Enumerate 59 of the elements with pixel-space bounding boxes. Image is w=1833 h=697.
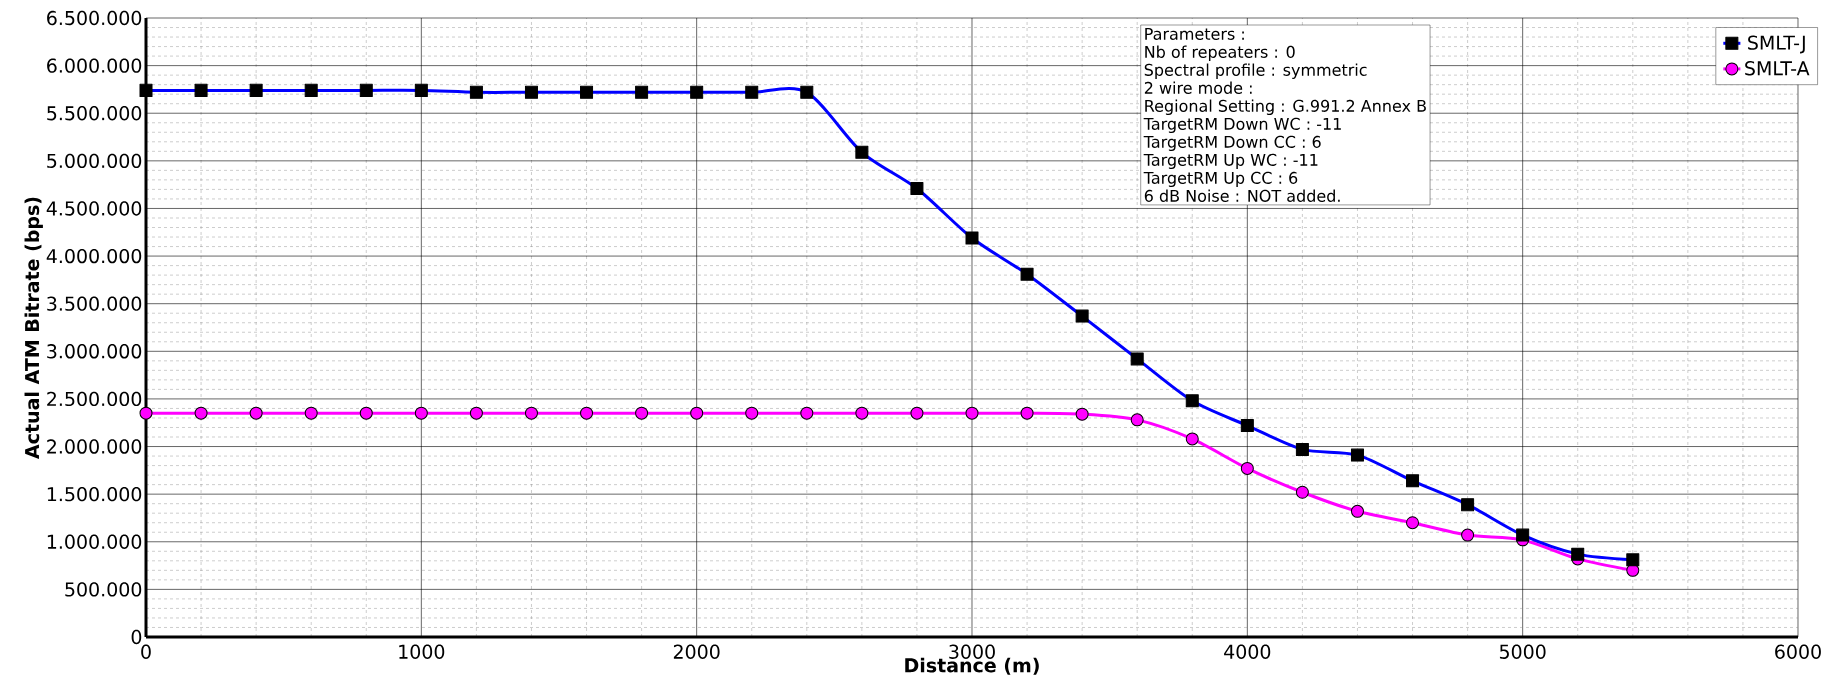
point <box>1185 432 1199 446</box>
x-tick-label: 2000 <box>673 644 720 659</box>
annotation: TargetRM Up WC : -11 <box>1143 153 1318 169</box>
point <box>1075 407 1089 421</box>
point <box>1130 413 1144 427</box>
point <box>1295 485 1309 499</box>
x-tick-label: 1000 <box>399 644 445 659</box>
point <box>1406 516 1420 530</box>
point <box>745 406 759 420</box>
point <box>965 406 979 420</box>
y-tick-label: 2.500.000 <box>47 391 142 407</box>
point <box>690 406 704 420</box>
annotation: 6 dB Noise : NOT added. <box>1144 189 1340 202</box>
annotation: TargetRM Down CC : 6 <box>1143 135 1321 151</box>
annotation: 2 wire mode : <box>1144 81 1252 94</box>
y-tick-label: 4.500.000 <box>46 201 142 216</box>
y-tick-label: 500.000 <box>65 582 142 597</box>
x-tick-label: 4000 <box>1224 644 1271 659</box>
point <box>469 406 483 420</box>
point <box>139 406 153 420</box>
point <box>359 406 373 420</box>
y-tick-label: 1.000.000 <box>47 534 142 549</box>
point <box>855 406 869 420</box>
point <box>194 406 208 420</box>
point <box>910 406 924 420</box>
x-tick-label: 6000 <box>1775 644 1821 659</box>
point <box>524 406 538 420</box>
point <box>1020 406 1034 420</box>
annotation: Spectral profile : symmetric <box>1144 63 1367 79</box>
point <box>414 406 428 420</box>
annotation: TargetRM Up CC : 6 <box>1143 171 1298 187</box>
point <box>635 406 649 420</box>
y-tick-label: 0 <box>131 629 142 645</box>
y-tick-label: 2.000.000 <box>47 439 142 454</box>
legend-label: SMLT-A <box>1745 61 1810 76</box>
point <box>249 406 263 420</box>
annotation: Nb of repeaters : 0 <box>1145 45 1295 61</box>
point <box>304 406 318 420</box>
x-tick-label: 5000 <box>1499 644 1546 659</box>
y-tick-label: 1.500.000 <box>47 486 142 502</box>
point <box>1461 528 1475 542</box>
x-tick-label: 3000 <box>949 644 995 659</box>
point <box>580 406 594 420</box>
point <box>1240 461 1254 475</box>
annotation: Parameters : <box>1145 28 1244 40</box>
y-tick-label: 3.000.000 <box>47 344 142 359</box>
y-tick-label: 3.500.000 <box>47 296 142 311</box>
legend-label: SMLT-J <box>1748 35 1805 54</box>
y-tick-label: 5.500.000 <box>47 106 142 121</box>
annotation: Regional Setting : G.991.2 Annex B <box>1145 99 1426 115</box>
y-tick-label: 4.000.000 <box>46 248 142 264</box>
x-axis-title: Distance (m) <box>905 657 1039 675</box>
point <box>1350 504 1364 518</box>
y-tick-label: 6.000.000 <box>47 58 142 73</box>
annotation: TargetRM Down WC : -11 <box>1143 117 1341 133</box>
y-tick-label: 6.500.000 <box>47 10 142 26</box>
y-axis-title: Actual ATM Bitrate (bps) <box>24 197 43 459</box>
y-tick-label: 5.000.000 <box>47 153 142 169</box>
point <box>800 406 814 420</box>
